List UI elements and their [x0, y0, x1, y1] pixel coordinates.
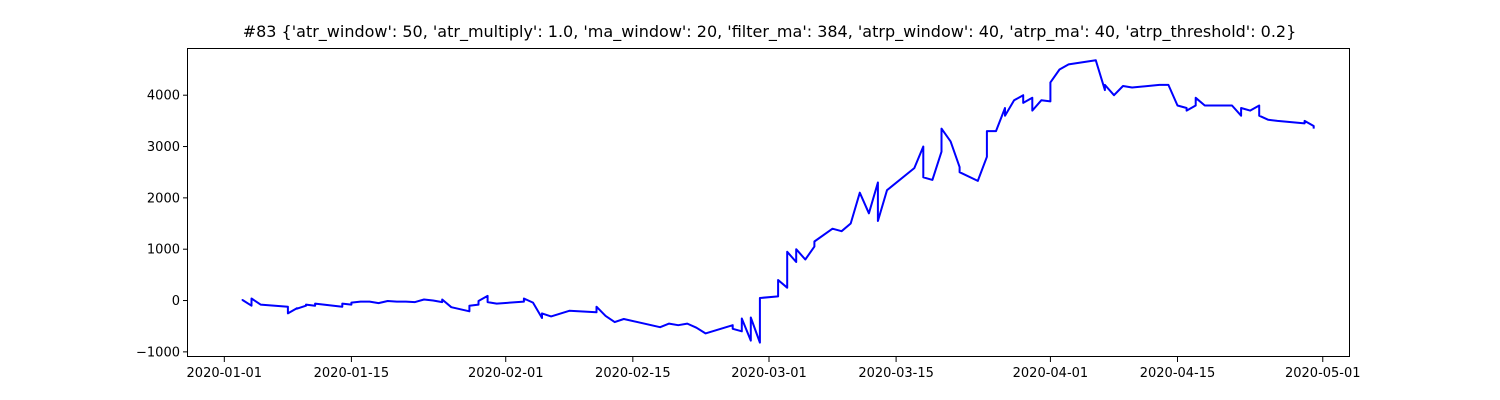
- x-tick-label: 2020-05-01: [1285, 366, 1361, 381]
- y-tick-label: 4000: [147, 89, 180, 104]
- x-tick-label: 2020-02-01: [468, 366, 544, 381]
- x-tick-label: 2020-01-01: [187, 366, 263, 381]
- x-tick-label: 2020-03-01: [731, 366, 807, 381]
- x-tick-label: 2020-04-01: [1013, 366, 1089, 381]
- y-tick-label: 1000: [147, 243, 180, 258]
- chart-title: #83 {'atr_window': 50, 'atr_multiply': 1…: [242, 22, 1297, 41]
- x-tick-label: 2020-02-15: [595, 366, 671, 381]
- y-tick-label: −1000: [136, 345, 180, 360]
- y-tick-label: 0: [172, 294, 180, 309]
- x-tick-label: 2020-04-15: [1140, 366, 1216, 381]
- plot-area-frame: [187, 48, 1350, 357]
- y-tick-label: 2000: [147, 191, 180, 206]
- y-tick-label: 3000: [147, 140, 180, 155]
- series-line-0: [241, 59, 1315, 344]
- x-axis: 2020-01-01 2020-01-15 2020-02-01 2020-02-15…: [187, 357, 1361, 381]
- x-tick-label: 2020-03-15: [858, 366, 934, 381]
- y-axis: −1000 0 1000 2000 3000 4000: [136, 89, 188, 360]
- series-layer: [241, 59, 1315, 344]
- x-tick-label: 2020-01-15: [314, 366, 390, 381]
